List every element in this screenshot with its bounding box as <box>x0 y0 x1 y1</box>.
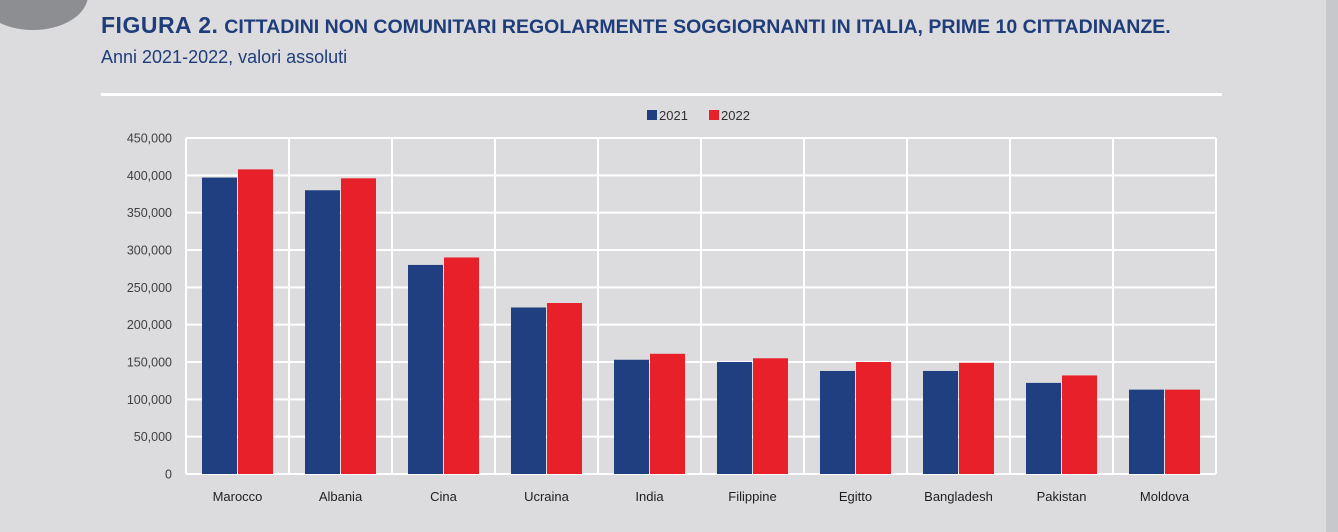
figure-title: FIGURA 2. CITTADINI NON COMUNITARI REGOL… <box>101 12 1171 39</box>
legend-label-2022: 2022 <box>721 108 750 123</box>
bar-2022 <box>238 169 273 475</box>
title-divider <box>101 93 1222 96</box>
bar-2022 <box>1062 375 1097 474</box>
bar-2022 <box>856 362 891 474</box>
bar-2022 <box>1165 389 1200 474</box>
y-tick-label: 100,000 <box>127 393 172 407</box>
bar-2021 <box>717 362 752 474</box>
x-category-label: Marocco <box>213 489 263 504</box>
legend-swatch-2021 <box>647 110 657 120</box>
y-tick-label: 0 <box>165 468 172 482</box>
bar-2022 <box>753 358 788 474</box>
legend-swatch-2022 <box>709 110 719 120</box>
x-category-label: Ucraina <box>524 489 570 504</box>
x-category-label: Filippine <box>728 489 776 504</box>
bar-2021 <box>820 370 855 474</box>
x-category-label: Albania <box>319 489 363 504</box>
bar-2022 <box>650 353 685 474</box>
bar-2022 <box>959 362 994 474</box>
x-category-label: Bangladesh <box>924 489 993 504</box>
x-category-label: Egitto <box>839 489 872 504</box>
figure-label: FIGURA 2. <box>101 12 219 38</box>
figure-subtitle: Anni 2021-2022, valori assoluti <box>101 47 348 67</box>
y-tick-label: 50,000 <box>134 430 172 444</box>
y-tick-label: 300,000 <box>127 244 172 258</box>
bar-2022 <box>547 303 582 474</box>
bar-2021 <box>1026 382 1061 474</box>
y-tick-label: 200,000 <box>127 318 172 332</box>
x-category-label: Pakistan <box>1037 489 1087 504</box>
y-tick-label: 250,000 <box>127 281 172 295</box>
bar-2022 <box>444 257 479 474</box>
bar-2021 <box>408 264 443 474</box>
y-tick-label: 400,000 <box>127 169 172 183</box>
bar-2021 <box>305 190 340 474</box>
bar-2021 <box>511 307 546 474</box>
page-edge <box>1326 0 1338 532</box>
x-category-label: Cina <box>430 489 458 504</box>
legend-label-2021: 2021 <box>659 108 688 123</box>
x-category-label: India <box>635 489 664 504</box>
y-tick-label: 450,000 <box>127 132 172 146</box>
y-tick-label: 350,000 <box>127 206 172 220</box>
bar-2021 <box>614 359 649 474</box>
y-tick-label: 150,000 <box>127 356 172 370</box>
bar-2021 <box>923 370 958 474</box>
figure-title-text: CITTADINI NON COMUNITARI REGOLARMENTE SO… <box>224 16 1171 38</box>
bar-2021 <box>1129 389 1164 474</box>
bar-2021 <box>202 177 237 474</box>
x-category-label: Moldova <box>1140 489 1190 504</box>
bar-2022 <box>341 178 376 474</box>
